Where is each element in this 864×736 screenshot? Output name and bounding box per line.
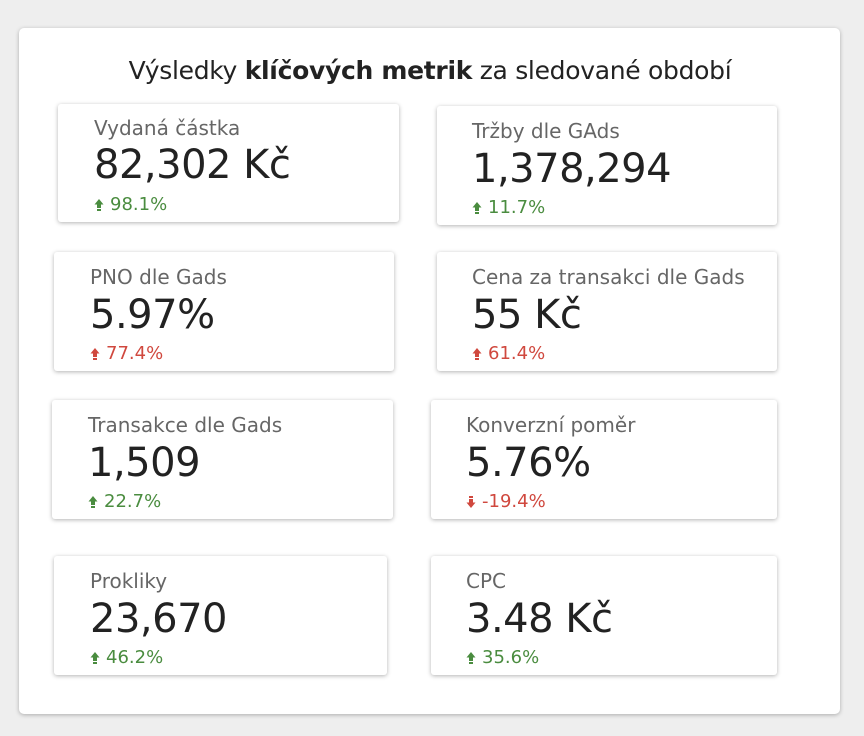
metric-value: 1,378,294 [472,146,672,192]
metric-card-clicks[interactable]: Prokliky 23,670 46.2% [54,556,387,675]
metric-delta-value: 22.7% [104,491,162,512]
metric-value: 1,509 [88,440,201,486]
metric-card-pno[interactable]: PNO dle Gads 5.97% 77.4% [54,252,394,371]
metric-label: Cena za transakci dle Gads [472,265,745,289]
metric-label: Konverzní poměr [466,413,636,437]
page-title: Výsledky klíčových metrik za sledované o… [0,56,860,85]
metric-value: 23,670 [90,596,227,642]
metric-delta-value: -19.4% [482,491,546,512]
metric-delta: 11.7% [472,197,545,218]
metric-delta: 35.6% [466,647,539,668]
metric-label: CPC [466,569,506,593]
arrow-down-icon [466,495,476,509]
metric-value: 5.97% [90,292,215,338]
metric-label: Transakce dle Gads [88,413,283,437]
metric-label: Vydaná částka [94,116,241,140]
metric-card-cpc[interactable]: CPC 3.48 Kč 35.6% [431,556,777,675]
arrow-up-icon [94,198,104,212]
metric-delta: 98.1% [94,194,167,215]
metric-delta: 77.4% [90,343,163,364]
metric-card-conversion-rate[interactable]: Konverzní poměr 5.76% -19.4% [431,400,777,519]
metric-delta-value: 98.1% [110,194,168,215]
metric-delta: 46.2% [90,647,163,668]
metric-label: PNO dle Gads [90,265,227,289]
arrow-up-icon [466,651,476,665]
metric-card-transactions[interactable]: Transakce dle Gads 1,509 22.7% [52,400,393,519]
metric-delta: 61.4% [472,343,545,364]
arrow-up-icon [90,651,100,665]
metric-value: 82,302 Kč [94,142,291,188]
metric-card-cost-per-transaction[interactable]: Cena za transakci dle Gads 55 Kč 61.4% [437,252,777,371]
title-suffix: za sledované období [472,56,732,85]
metric-delta-value: 11.7% [488,197,546,218]
title-prefix: Výsledky [128,56,245,85]
metric-delta-value: 61.4% [488,343,546,364]
metric-delta-value: 46.2% [106,647,164,668]
arrow-up-icon [88,495,98,509]
metric-card-spend[interactable]: Vydaná částka 82,302 Kč 98.1% [58,104,399,222]
arrow-up-icon [90,347,100,361]
metric-delta: 22.7% [88,491,161,512]
metric-value: 5.76% [466,440,591,486]
arrow-up-icon [472,201,482,215]
metric-label: Prokliky [90,569,168,593]
title-bold: klíčových metrik [244,56,473,85]
metric-value: 55 Kč [472,292,582,338]
metric-label: Tržby dle GAds [472,119,620,143]
metric-card-revenue[interactable]: Tržby dle GAds 1,378,294 11.7% [437,106,777,225]
metric-delta-value: 35.6% [482,647,540,668]
arrow-up-icon [472,347,482,361]
metric-delta-value: 77.4% [106,343,164,364]
metric-value: 3.48 Kč [466,596,613,642]
metric-delta: -19.4% [466,491,546,512]
